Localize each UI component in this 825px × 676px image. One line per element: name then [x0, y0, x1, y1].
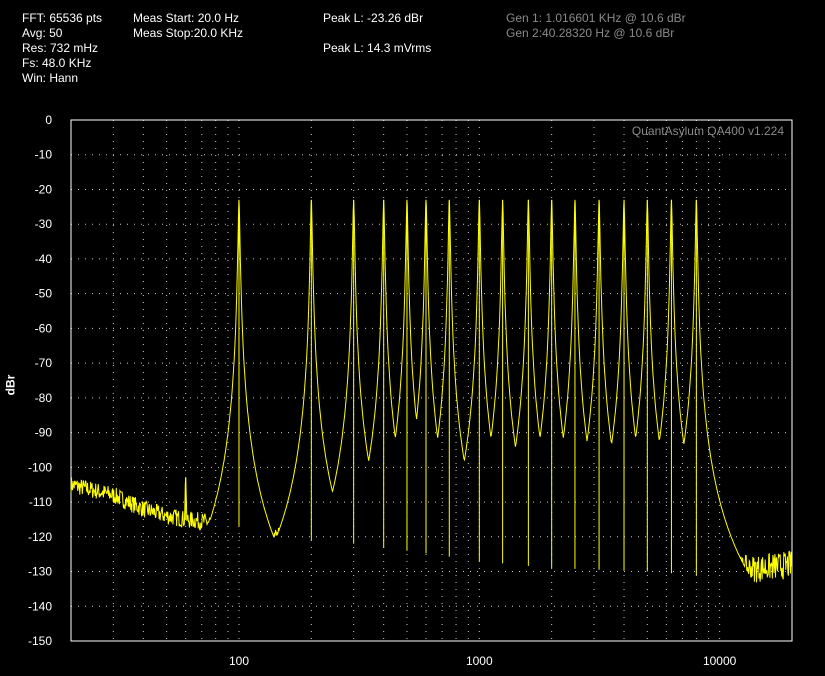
sample-rate-label: Fs: 48.0 KHz — [22, 56, 92, 70]
y-tick-label: -40 — [35, 252, 53, 266]
resolution-label: Res: 732 mHz — [22, 41, 99, 55]
y-tick-label: -100 — [28, 460, 52, 474]
meas-start-label: Meas Start: 20.0 Hz — [133, 11, 240, 25]
fft-points-label: FFT: 65536 pts — [22, 11, 103, 25]
gen2-label: Gen 2:40.28320 Hz @ 10.6 dBr — [506, 26, 675, 40]
y-tick-label: -130 — [28, 565, 52, 579]
y-tick-label: -110 — [29, 495, 52, 509]
x-tick-label: 100 — [229, 654, 249, 668]
window-label: Win: Hann — [22, 71, 79, 85]
plot-frame — [70, 119, 793, 642]
y-tick-label: -20 — [35, 182, 53, 196]
y-tick-label: -70 — [35, 356, 53, 370]
y-tick-label: -150 — [28, 634, 52, 648]
y-axis-label: dBr — [3, 374, 18, 396]
y-tick-label: -50 — [35, 287, 53, 301]
y-tick-label: -30 — [35, 217, 53, 231]
watermark-label: QuantAsylum QA400 v1.224 — [632, 124, 784, 138]
y-tick-label: -90 — [35, 426, 53, 440]
y-tick-label: -140 — [28, 599, 52, 613]
y-tick-label: -60 — [35, 321, 53, 335]
peak-dbr-label: Peak L: -23.26 dBr — [323, 11, 424, 25]
y-tick-label: -80 — [35, 391, 53, 405]
y-tick-label: 0 — [45, 113, 52, 127]
y-tick-label: -120 — [28, 530, 52, 544]
averages-label: Avg: 50 — [22, 26, 63, 40]
gen1-label: Gen 1: 1.016601 KHz @ 10.6 dBr — [506, 11, 686, 25]
x-tick-label: 1000 — [466, 654, 493, 668]
x-tick-label: 10000 — [703, 654, 737, 668]
meas-stop-label: Meas Stop:20.0 KHz — [133, 26, 244, 40]
y-tick-label: -10 — [35, 148, 53, 162]
spectrum-trace — [70, 199, 793, 583]
peak-vrms-label: Peak L: 14.3 mVrms — [323, 41, 432, 55]
